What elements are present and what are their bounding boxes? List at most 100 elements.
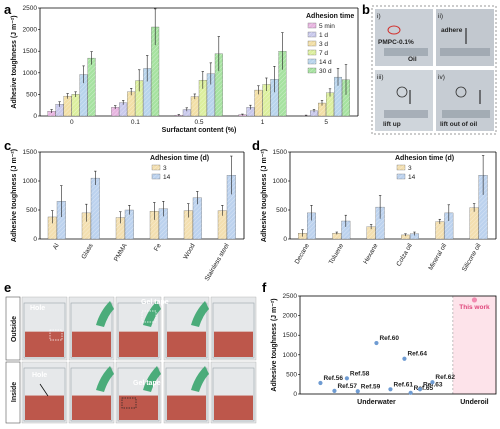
- a-bar-hatch: [310, 110, 318, 116]
- a-bar-hatch: [318, 103, 326, 116]
- d-bar-hatch: [307, 212, 316, 239]
- beaker-outline: [70, 302, 113, 359]
- c-xtick-label: Wood: [182, 242, 197, 260]
- c-legend-swatch-hatch: [152, 174, 160, 179]
- d-ytick-label: 500: [276, 207, 287, 214]
- c-bar-hatch: [193, 197, 202, 239]
- c-bar-hatch: [116, 217, 125, 239]
- gel-tape-marker-inside: [121, 397, 137, 409]
- inside-row-label-box: [5, 361, 21, 424]
- a-bar-hatch: [47, 111, 56, 116]
- red-liquid: [214, 331, 253, 357]
- photo-ii: [436, 9, 494, 66]
- a-bar-hatch: [254, 90, 263, 116]
- a-ytick-label: 2000: [23, 27, 38, 34]
- d-bar-hatch: [444, 212, 454, 239]
- a-bar-hatch: [151, 27, 159, 117]
- c-bar-hatch: [82, 212, 91, 239]
- hole-label-outside: Hole: [30, 305, 45, 312]
- d-ytick-label: 1000: [273, 178, 288, 185]
- photo-iii-lift-label: lift up: [383, 121, 401, 128]
- red-liquid: [25, 395, 64, 420]
- reference-label: Ref.61: [393, 381, 413, 388]
- reference-point: [402, 356, 407, 361]
- red-liquid: [72, 395, 111, 420]
- a-xtick-label: 1: [261, 119, 265, 126]
- d-bar-hatch: [375, 207, 385, 239]
- this-work-label: This work: [459, 304, 490, 311]
- c-y-axis-label: Adhesive toughness (J m⁻²): [11, 149, 18, 242]
- c-bar-hatch: [48, 216, 57, 239]
- d-ytick-label: 0: [283, 236, 287, 243]
- panel-label-e: e: [4, 280, 11, 295]
- d-xtick-label: Mineral oil: [427, 242, 448, 272]
- beaker-outline: [117, 367, 160, 422]
- gloved-hand: [96, 301, 114, 327]
- reference-point: [374, 340, 379, 346]
- reference-label: Ref.58: [350, 370, 370, 377]
- outside-row-label: Outside: [11, 316, 18, 342]
- c-bar-hatch: [227, 175, 236, 239]
- a-legend-swatch-hatch: [308, 59, 316, 64]
- d-bar-hatch: [366, 226, 376, 239]
- a-bar-hatch: [215, 53, 223, 116]
- a-bar-hatch: [135, 80, 143, 116]
- reference-point: [417, 387, 423, 392]
- a-bar-hatch: [246, 107, 255, 116]
- beaker-outline: [23, 302, 66, 359]
- a-ytick-label: 0: [33, 113, 37, 120]
- c-bar-hatch: [150, 211, 159, 239]
- a-legend-label: 14 d: [319, 59, 332, 66]
- a-bar-hatch: [262, 84, 271, 116]
- photo-iv-label: iv): [438, 74, 445, 81]
- photo-iii-ring: [396, 86, 408, 98]
- d-bar-hatch: [478, 175, 488, 239]
- a-bar-hatch: [119, 102, 127, 116]
- a-ytick-label: 500: [26, 91, 37, 98]
- a-bar-hatch: [79, 74, 88, 116]
- a-legend-label: 30 d: [319, 68, 332, 75]
- red-liquid: [25, 331, 64, 357]
- a-bar-hatch: [334, 77, 342, 116]
- inside-row-label: Inside: [11, 382, 18, 402]
- photo-iii-label: iii): [377, 74, 384, 81]
- c-bar-hatch: [184, 210, 193, 239]
- beaker-outline: [70, 367, 113, 422]
- c-xtick-label: Glass: [80, 242, 95, 261]
- a-bar-hatch: [183, 109, 191, 116]
- a-ytick-label: 1000: [23, 70, 38, 77]
- red-liquid: [119, 331, 158, 357]
- c-bar-hatch: [57, 201, 66, 239]
- a-bar-hatch: [342, 79, 350, 116]
- reference-label: Ref.64: [407, 351, 427, 358]
- panel-a-chart: a 0 500 1000 1500 2000 2500 Adhesive toughness…: [4, 2, 359, 134]
- gel-tape-label-outside: Gel tape: [141, 299, 169, 306]
- panel-e-photos: e Outside Inside Hole Gel tape Hole Gel …: [4, 280, 257, 424]
- panel-c-chart: c 0 500 1000 1500 Adhesive toughness (J m⁻²)…: [4, 138, 245, 282]
- d-xtick-label: Hexane: [362, 242, 379, 265]
- panel-d-chart: d 0 500 1000 1500 Adhesive toughness (J m⁻²)…: [252, 138, 497, 273]
- d-xtick-label: Toluene: [328, 242, 346, 266]
- a-bar-hatch: [63, 96, 72, 116]
- d-legend-label: 3: [408, 165, 412, 172]
- gloved-hand: [96, 366, 114, 392]
- a-bar-hatch: [143, 68, 151, 116]
- underoil-region: [452, 296, 496, 394]
- c-ytick-label: 0: [33, 236, 37, 243]
- d-xtick-label: Silicone oil: [461, 242, 483, 273]
- reference-label: Ref.60: [379, 335, 399, 342]
- f-ytick-label: 0: [293, 391, 297, 398]
- a-ytick-label: 2500: [23, 5, 38, 12]
- a-legend-swatch-hatch: [308, 68, 316, 73]
- a-bar-hatch: [127, 91, 135, 116]
- d-bar-hatch: [435, 221, 445, 239]
- c-xtick-label: Fe: [153, 242, 163, 252]
- reference-point: [430, 380, 435, 385]
- photo-iii: [375, 70, 433, 131]
- red-liquid: [167, 331, 206, 357]
- c-legend-swatch-hatch: [152, 165, 160, 170]
- beaker-outline: [23, 367, 66, 422]
- f-ytick-label: 1500: [283, 332, 298, 339]
- photo-i-oil-label: Oil: [408, 56, 417, 63]
